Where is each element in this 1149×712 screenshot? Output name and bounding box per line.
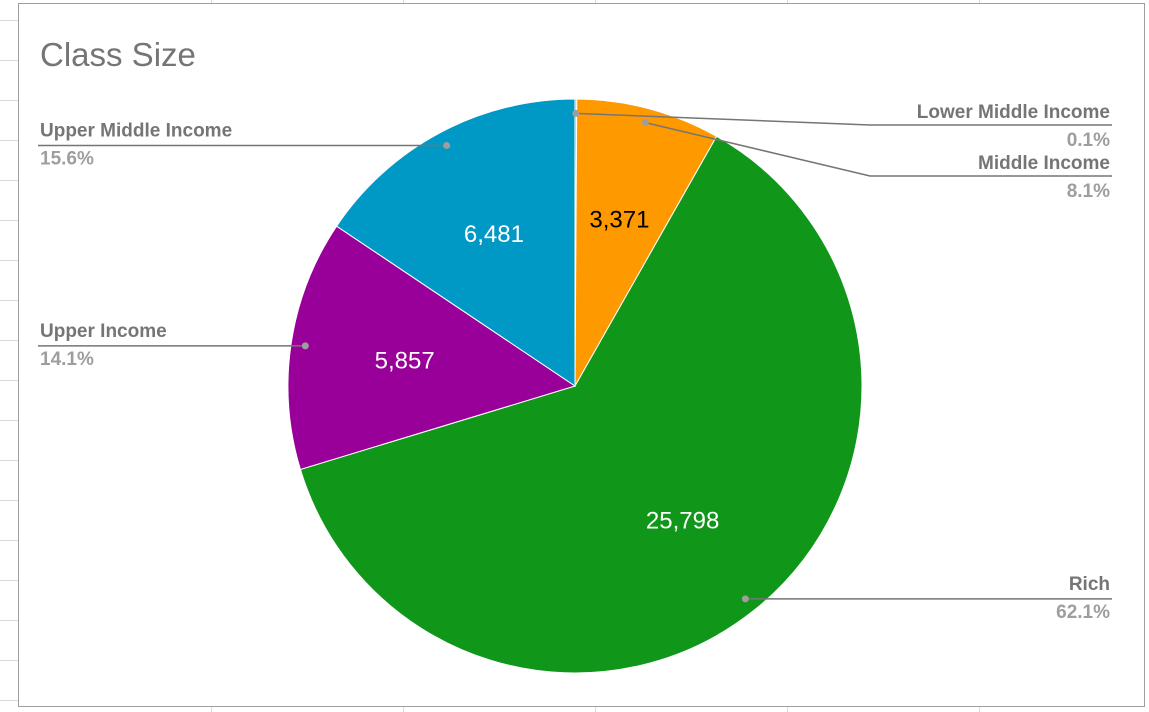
pie-slice-upper-middle-income[interactable] <box>335 98 576 387</box>
leader-line-lower-middle-income <box>575 112 1112 126</box>
sheet-gridline <box>0 220 18 221</box>
slice-value-label-rich: 25,798 <box>646 507 719 534</box>
legend-label-lower-middle-income: Lower Middle Income <box>917 102 1110 123</box>
sheet-gridline <box>0 620 18 621</box>
pie-slice-rich[interactable] <box>299 135 863 674</box>
sheet-gridline <box>0 340 18 341</box>
leader-dot-upper-middle-income <box>443 141 451 149</box>
slice-value-label-upper-middle-income: 6,481 <box>464 221 524 248</box>
legend-percent-upper-middle-income: 15.6% <box>40 148 94 169</box>
legend-label-upper-income: Upper Income <box>40 321 167 342</box>
sheet-gridline <box>0 580 18 581</box>
sheet-gridline <box>0 700 18 701</box>
sheet-gridline <box>0 420 18 421</box>
legend-label-upper-middle-income: Upper Middle Income <box>40 120 232 141</box>
legend-label-middle-income: Middle Income <box>978 153 1110 174</box>
slice-value-label-middle-income: 3,371 <box>589 207 649 234</box>
sheet-gridline <box>0 380 18 381</box>
legend-percent-lower-middle-income: 0.1% <box>1067 130 1110 151</box>
sheet-gridline <box>0 20 18 21</box>
chart-title: Class Size <box>40 36 196 73</box>
leader-dot-middle-income <box>641 119 649 127</box>
leader-line-middle-income <box>645 121 1112 177</box>
legend-percent-middle-income: 8.1% <box>1067 181 1110 202</box>
leader-dot-upper-income <box>301 342 309 350</box>
pie-slice-middle-income[interactable] <box>574 98 718 388</box>
sheet-gridline <box>0 100 18 101</box>
legend-label-rich: Rich <box>1069 574 1110 595</box>
pie-slice-upper-income[interactable] <box>287 225 577 471</box>
legend-percent-upper-income: 14.1% <box>40 349 94 370</box>
sheet-gridline <box>0 460 18 461</box>
slice-value-label-upper-income: 5,857 <box>375 348 435 375</box>
legend-percent-rich: 62.1% <box>1056 602 1110 623</box>
sheet-gridline <box>0 540 18 541</box>
leader-dot-lower-middle-income <box>572 109 580 117</box>
sheet-gridline <box>0 660 18 661</box>
sheet-gridline <box>0 60 18 61</box>
sheet-gridline <box>0 180 18 181</box>
sheet-gridline <box>0 140 18 141</box>
sheet-gridline <box>0 300 18 301</box>
leader-dot-rich <box>741 595 749 603</box>
sheet-gridline <box>0 500 18 501</box>
sheet-gridline <box>0 260 18 261</box>
